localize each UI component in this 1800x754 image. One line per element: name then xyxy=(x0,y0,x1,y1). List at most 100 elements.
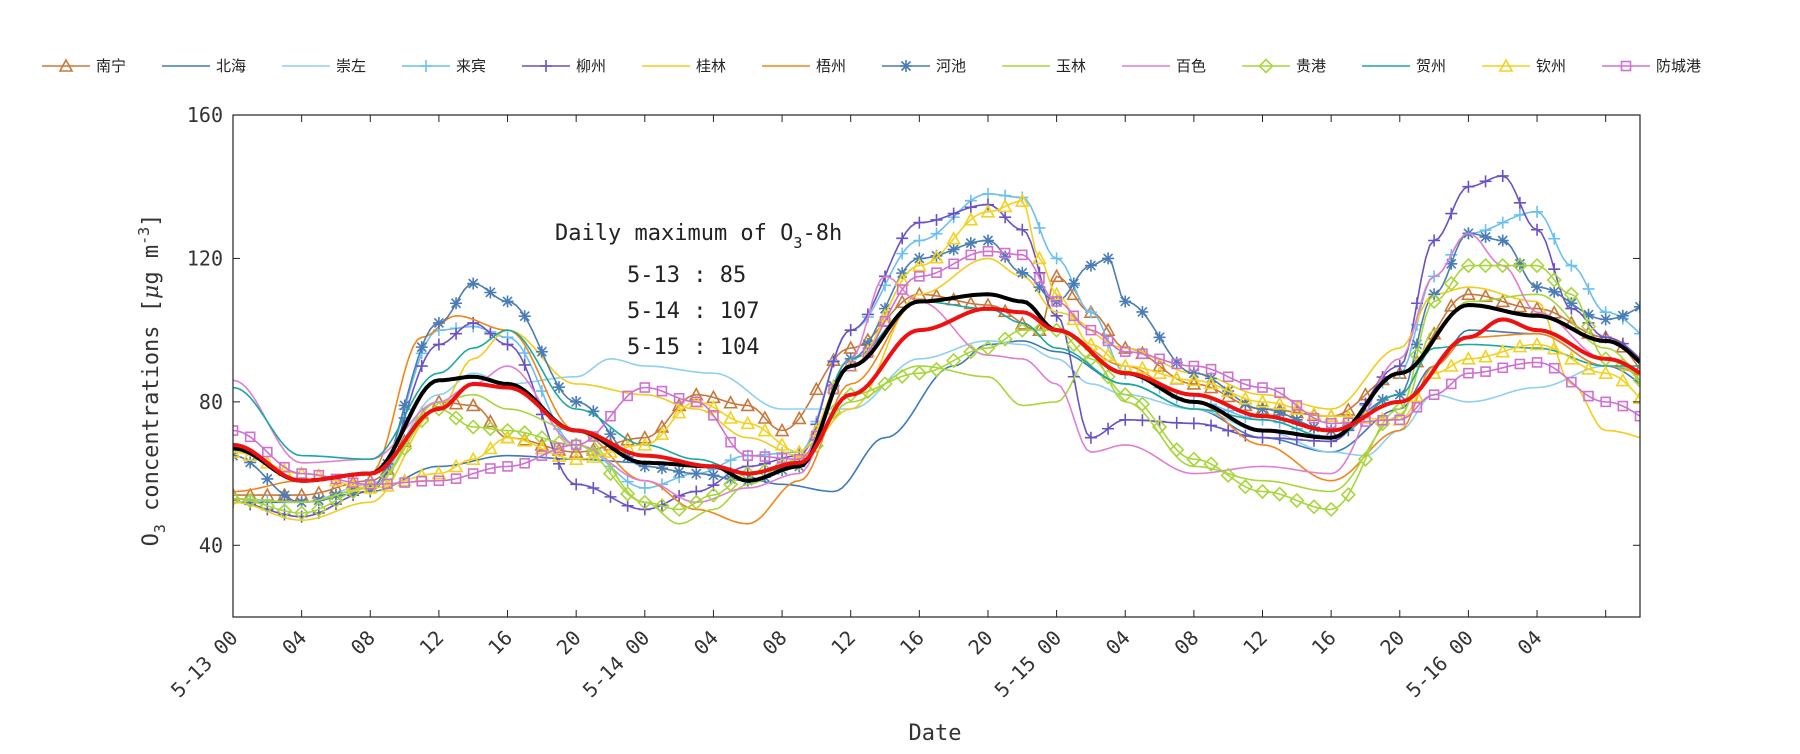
data-point xyxy=(233,491,241,507)
data-point xyxy=(620,432,635,446)
data-point xyxy=(1256,431,1269,444)
data-point xyxy=(1512,257,1528,274)
x-tick-label: 08 xyxy=(758,626,792,660)
data-point xyxy=(484,286,497,299)
data-point xyxy=(1443,298,1459,312)
legend-label: 来宾 xyxy=(456,57,486,75)
data-point xyxy=(1357,451,1374,467)
data-point xyxy=(380,478,395,492)
data-point xyxy=(1255,394,1270,408)
data-point xyxy=(1428,234,1441,247)
legend-item-10: 百色 xyxy=(1122,57,1206,75)
data-point xyxy=(432,338,445,351)
data-point xyxy=(1496,234,1509,247)
data-point xyxy=(981,187,994,200)
data-point xyxy=(1566,376,1577,388)
data-point xyxy=(1377,415,1388,426)
data-point xyxy=(1565,259,1578,272)
data-point xyxy=(465,451,481,466)
data-point xyxy=(244,431,256,443)
data-point xyxy=(774,437,790,451)
data-point xyxy=(1513,257,1526,270)
data-point xyxy=(1479,230,1492,243)
legend-item-3: 崇左 xyxy=(282,57,366,75)
data-point xyxy=(688,494,704,510)
x-tick-label: 20 xyxy=(964,626,998,660)
y-tick-label: 160 xyxy=(187,103,223,127)
data-point xyxy=(1514,358,1526,370)
data-point xyxy=(999,211,1012,224)
x-tick-label: 16 xyxy=(483,626,517,660)
data-point xyxy=(844,324,857,337)
data-point xyxy=(896,232,909,245)
data-point xyxy=(551,448,567,462)
data-point xyxy=(688,387,704,401)
data-point xyxy=(519,457,530,469)
data-point xyxy=(1014,322,1030,338)
data-point xyxy=(1137,348,1148,360)
data-point xyxy=(568,451,584,466)
series-5 xyxy=(233,169,1640,523)
data-point xyxy=(997,331,1013,347)
data-point xyxy=(1564,351,1579,365)
series-line xyxy=(233,292,1640,483)
daily-max-annotation: Daily maximum of O3-8h 5-13 : 85 5-14 : … xyxy=(555,221,842,360)
data-point xyxy=(1084,306,1097,319)
data-point xyxy=(1428,389,1440,400)
data-point xyxy=(1016,249,1028,261)
data-point xyxy=(1563,286,1579,302)
data-point xyxy=(1272,396,1288,410)
data-point xyxy=(518,310,531,323)
data-point xyxy=(894,294,910,308)
data-point xyxy=(776,453,788,464)
data-point xyxy=(980,204,996,218)
data-point xyxy=(603,444,618,458)
legend-marker xyxy=(58,58,74,72)
x-axis-title: Date xyxy=(909,721,962,746)
data-point xyxy=(1203,456,1219,472)
data-point xyxy=(1016,266,1029,279)
data-point xyxy=(484,327,497,340)
data-point xyxy=(242,493,258,509)
data-point xyxy=(725,436,736,448)
data-point xyxy=(930,249,943,262)
legend-item-8: 河池 xyxy=(882,57,966,75)
data-point xyxy=(1170,356,1183,369)
x-tick-label: 12 xyxy=(414,626,448,660)
data-point xyxy=(759,451,771,462)
series-layer xyxy=(233,169,1640,525)
data-point xyxy=(877,376,893,392)
data-point xyxy=(655,462,668,475)
data-point xyxy=(1067,277,1080,290)
data-point xyxy=(1582,282,1595,295)
data-point xyxy=(1291,400,1303,411)
legend-item-13: 钦州 xyxy=(1482,57,1566,75)
data-point xyxy=(1067,370,1080,383)
data-point xyxy=(1068,310,1080,322)
data-point xyxy=(1100,369,1116,385)
data-point xyxy=(570,439,582,451)
data-point xyxy=(964,201,977,214)
legend-label: 贵港 xyxy=(1296,57,1326,75)
data-point xyxy=(965,249,977,261)
data-point xyxy=(757,422,773,437)
data-point xyxy=(931,267,942,278)
data-point xyxy=(362,480,378,494)
annotation-item-1: 5-13 : 85 xyxy=(627,263,746,288)
data-point xyxy=(1480,366,1491,377)
legend-item-11: 贵港 xyxy=(1242,57,1326,75)
data-point xyxy=(233,425,239,436)
data-point xyxy=(1274,387,1285,399)
data-point xyxy=(963,212,979,226)
series-6 xyxy=(233,257,1640,521)
data-point xyxy=(791,444,807,458)
data-point xyxy=(585,445,601,461)
data-point xyxy=(1513,208,1526,221)
data-point xyxy=(1187,417,1200,430)
data-point xyxy=(1032,250,1047,265)
legend-marker xyxy=(540,60,552,72)
data-point xyxy=(1410,338,1423,351)
legend-marker xyxy=(1258,58,1274,74)
legend-label: 梧州 xyxy=(816,57,846,75)
data-point xyxy=(894,368,910,384)
